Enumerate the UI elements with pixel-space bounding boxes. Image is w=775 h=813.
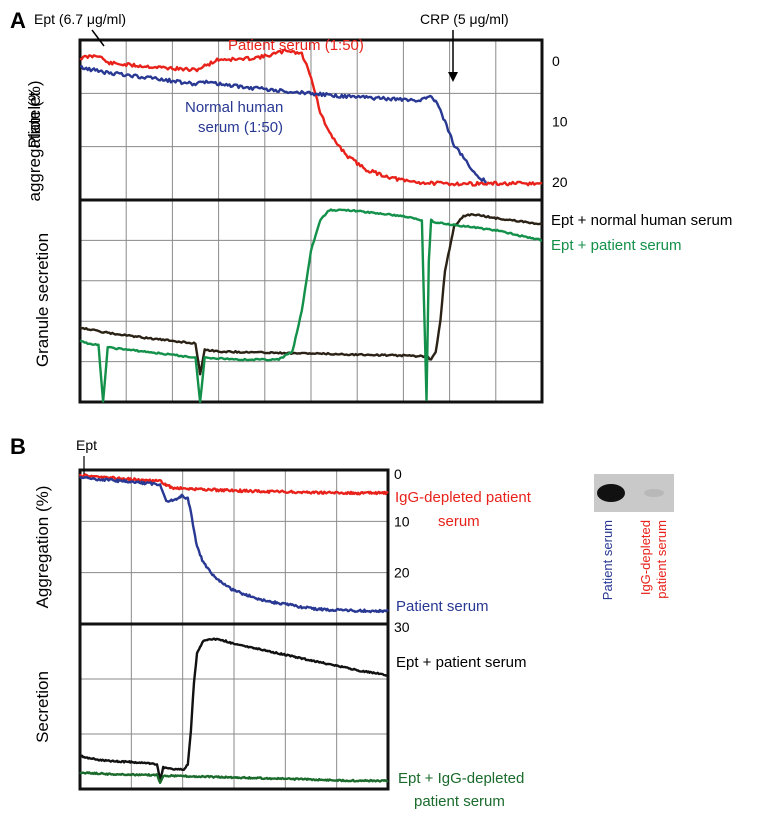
panel-a-secretion-series-2 <box>79 208 543 403</box>
legend-label: Ept + patient serum <box>396 654 527 671</box>
y-tick-label: 30 <box>394 619 410 635</box>
y-tick-label: 0 <box>552 53 560 69</box>
series-label-igg-depleted: IgG-depleted patient <box>395 489 532 506</box>
legend-label: Ept + normal human serum <box>551 212 732 229</box>
panel-a-secretion-series-1 <box>79 213 543 376</box>
y-tick-label: 20 <box>552 174 568 190</box>
panel-b-aggregation-series-1 <box>78 473 389 496</box>
panel-a-aggregation-series-1 <box>79 48 543 187</box>
annotation-ept: Ept <box>76 437 97 453</box>
legend-label: Ept + patient serum <box>551 237 682 254</box>
y-tick-label: 10 <box>394 513 410 529</box>
legend-label: Ept + IgG-depleted <box>398 770 524 787</box>
panel-b-secretion-series-2 <box>79 771 389 784</box>
series-label-normal-serum: serum (1:50) <box>198 119 283 136</box>
y-axis-label: Aggregation (%) <box>33 486 52 609</box>
series-label-normal-serum: Normal human <box>185 99 283 116</box>
legend-label: patient serum <box>414 793 505 810</box>
series-label-patient-serum: Patient serum (1:50) <box>228 37 364 54</box>
y-axis-label: aggregation (%) <box>25 81 44 202</box>
series-label-patient-serum: Patient serum <box>396 598 489 615</box>
y-tick-label: 20 <box>394 565 410 581</box>
plot-frame <box>78 198 544 404</box>
lane-label-igg-depleted: IgG-depleted <box>638 520 653 595</box>
y-axis-label: Secretion <box>33 671 52 743</box>
plot-frame <box>78 622 390 791</box>
y-axis-label: Platelet <box>25 91 44 148</box>
y-tick-label: 0 <box>394 466 402 482</box>
annotation-arrow <box>91 29 105 47</box>
panel-a-aggregation-series-2 <box>79 64 487 184</box>
lane-label-patient-serum: Patient serum <box>600 520 615 600</box>
annotation-ept: Ept (6.7 μg/ml) <box>34 11 126 27</box>
series-label-igg-depleted: serum <box>438 513 480 530</box>
blot-band-patient-serum <box>597 484 625 502</box>
y-axis-label: Granule secretion <box>33 233 52 367</box>
annotation-crp: CRP (5 μg/ml) <box>420 11 509 27</box>
panel-b-aggregation-series-2 <box>79 475 389 614</box>
panel-b-secretion-series-1 <box>79 637 389 782</box>
lane-label-igg-depleted: patient serum <box>654 520 669 599</box>
annotation-arrowhead <box>448 72 458 82</box>
panel-a-label: A <box>10 8 26 33</box>
y-tick-label: 10 <box>552 114 568 130</box>
blot-band-igg-depleted <box>644 489 664 497</box>
panel-b-label: B <box>10 434 26 459</box>
